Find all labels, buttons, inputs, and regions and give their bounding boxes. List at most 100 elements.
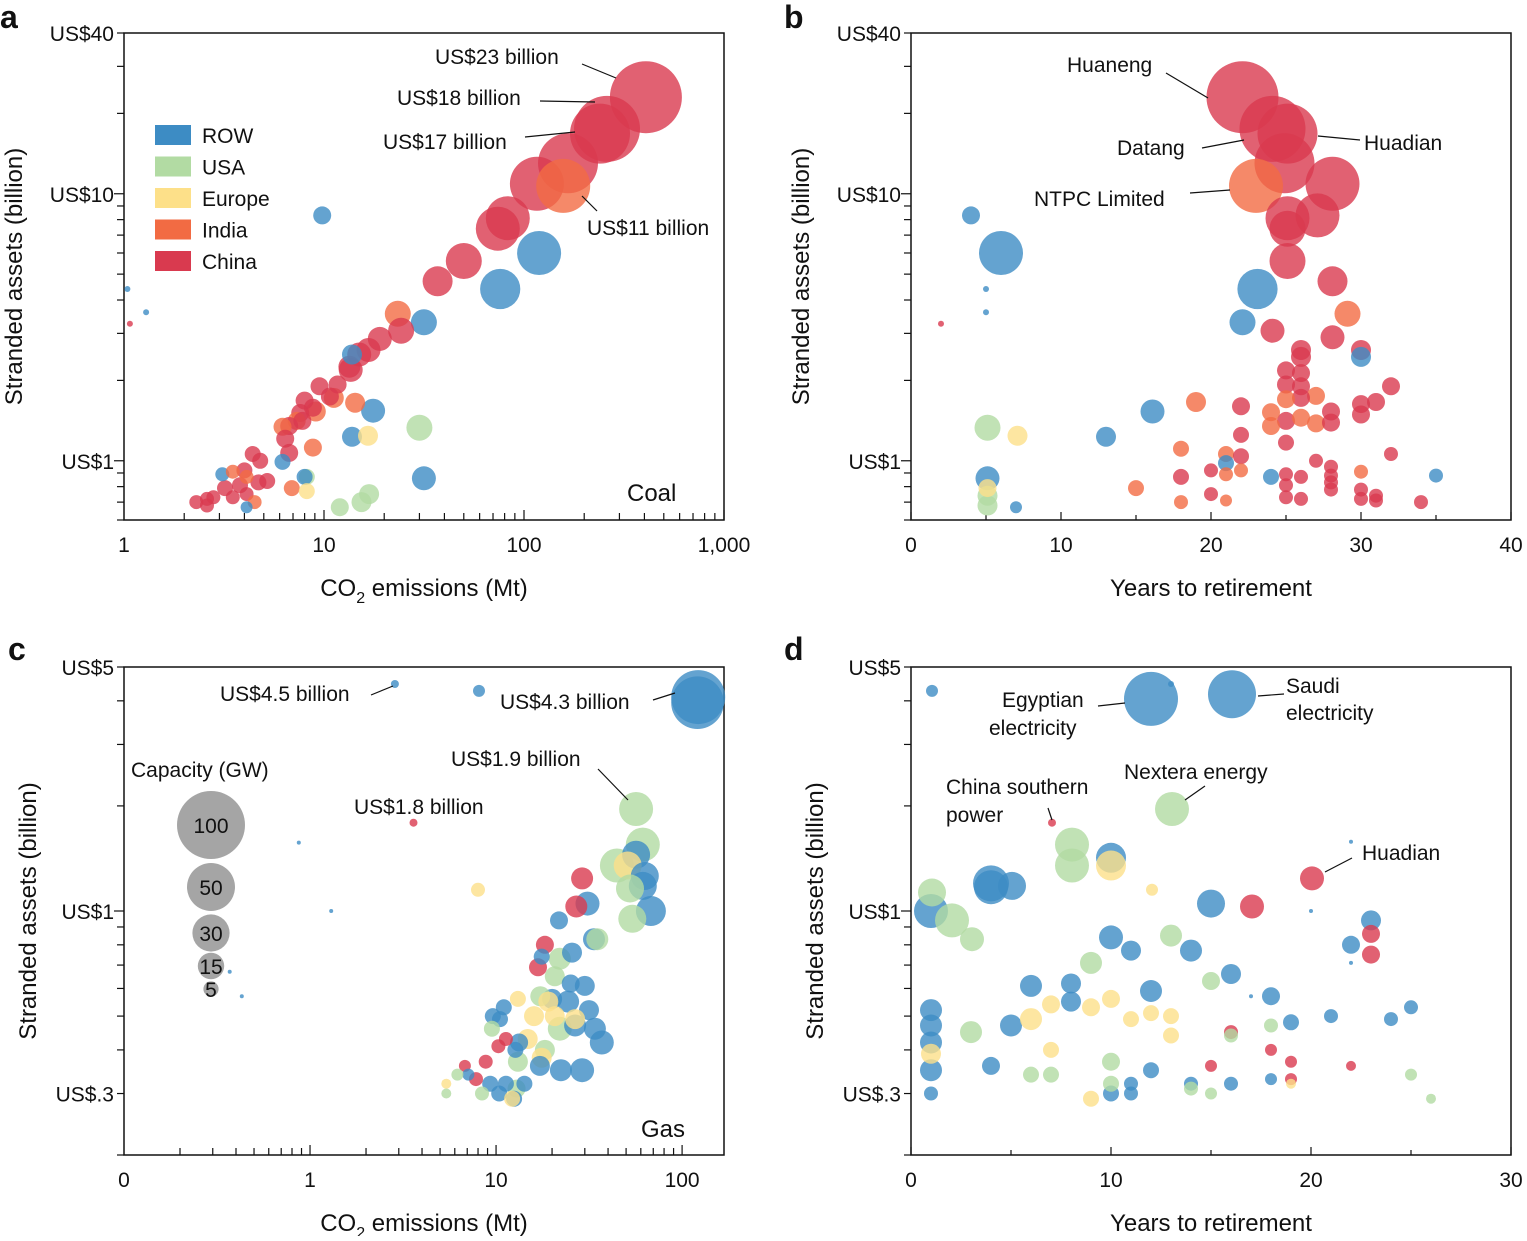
point-row xyxy=(1283,1014,1299,1031)
point-row xyxy=(1351,346,1371,367)
point-row xyxy=(1324,1009,1338,1024)
x-axis-title: Years to retirement xyxy=(1110,1210,1312,1236)
point-usa xyxy=(960,1021,982,1044)
x-tick-label: 40 xyxy=(1499,534,1522,557)
point-usa xyxy=(1405,1068,1417,1081)
point-row xyxy=(313,206,332,225)
point-china xyxy=(565,895,588,918)
point-row xyxy=(1124,1086,1138,1101)
point-row xyxy=(974,870,1008,905)
point-row xyxy=(296,840,301,845)
point-india xyxy=(1277,390,1295,409)
x-tick-label: 20 xyxy=(1199,534,1222,557)
point-usa xyxy=(935,903,969,938)
point-china xyxy=(1294,469,1308,484)
point-india xyxy=(1174,495,1188,510)
point-row xyxy=(1168,681,1174,687)
capacity-legend: Capacity (GW) 100 50 30 155 xyxy=(131,759,269,1002)
x-tick-label: 1,000 xyxy=(698,534,751,557)
point-row xyxy=(462,1068,475,1081)
point-china xyxy=(1291,346,1311,367)
point-row xyxy=(227,969,232,974)
point-china xyxy=(1362,945,1380,964)
points xyxy=(227,670,726,1107)
point-usa xyxy=(544,966,565,987)
capacity-legend-value: 100 xyxy=(193,815,228,838)
point-india xyxy=(1186,392,1206,412)
y-axis-title: Stranded assets (billion) xyxy=(15,782,42,1039)
point-china xyxy=(1278,434,1294,451)
point-row xyxy=(411,466,436,491)
point-row xyxy=(296,468,313,485)
capacity-legend-circle xyxy=(192,914,230,952)
point-row xyxy=(920,999,942,1022)
point-india xyxy=(1229,158,1283,213)
annotation-label: Datang xyxy=(1117,137,1185,160)
annotation-label: US$18 billion xyxy=(397,87,521,110)
point-row xyxy=(1237,268,1278,310)
y-tick-label: US$10 xyxy=(837,184,901,207)
point-china xyxy=(475,206,520,251)
annotation-label: US$1.8 billion xyxy=(354,796,484,819)
x-tick-label: 10 xyxy=(1049,534,1072,557)
point-row xyxy=(342,426,362,447)
point-china xyxy=(571,867,594,890)
legend-label: Europe xyxy=(202,188,270,211)
point-china xyxy=(1292,388,1310,407)
point-row xyxy=(920,1059,942,1082)
point-china xyxy=(491,1039,506,1054)
point-row xyxy=(239,994,244,999)
point-india xyxy=(1334,300,1361,327)
point-usa xyxy=(483,1020,500,1037)
annotation-label: US$4.5 billion xyxy=(220,683,350,706)
point-china xyxy=(1048,818,1056,827)
point-row xyxy=(983,309,989,316)
point-china xyxy=(1294,491,1308,506)
annotation-leader xyxy=(652,692,676,701)
point-usa xyxy=(1224,1028,1238,1043)
point-china xyxy=(388,317,415,344)
annotation-label: US$17 billion xyxy=(383,131,507,154)
point-row xyxy=(143,309,150,316)
point-china xyxy=(1279,467,1293,482)
point-row xyxy=(1384,1012,1398,1027)
legend-swatch-usa xyxy=(155,156,191,177)
point-usa xyxy=(960,927,984,952)
panel-letter: a xyxy=(0,0,18,35)
point-row xyxy=(926,684,938,697)
annotation-leader xyxy=(524,131,576,138)
point-row xyxy=(550,911,568,930)
point-row xyxy=(1143,1062,1159,1079)
point-india xyxy=(345,392,366,413)
annotation-label: US$1.9 billion xyxy=(451,748,581,771)
point-china xyxy=(409,818,418,827)
points xyxy=(938,61,1443,516)
point-row xyxy=(1124,671,1178,726)
point-row xyxy=(562,942,582,963)
point-row xyxy=(342,344,362,365)
annotation-label: China southern xyxy=(946,776,1088,799)
point-usa xyxy=(451,1068,464,1081)
point-usa xyxy=(974,414,1001,441)
point-row xyxy=(982,1056,1000,1075)
point-china xyxy=(1352,405,1370,424)
point-row xyxy=(561,974,580,993)
point-china xyxy=(1232,397,1250,416)
point-india xyxy=(1220,494,1232,507)
capacity-legend-circle xyxy=(187,863,235,911)
point-usa xyxy=(351,492,372,513)
point-china xyxy=(445,243,482,279)
point-india xyxy=(1307,414,1325,433)
point-usa xyxy=(1426,1093,1436,1104)
annotation-label: US$23 billion xyxy=(435,46,559,69)
point-china xyxy=(1277,361,1295,380)
point-europe xyxy=(504,1090,521,1107)
point-china xyxy=(1322,413,1340,432)
point-row xyxy=(962,206,980,225)
legend-swatch-india xyxy=(155,219,191,240)
point-usa xyxy=(1184,1081,1198,1096)
annotation-leader xyxy=(1165,72,1209,99)
point-china xyxy=(1277,375,1295,394)
point-europe xyxy=(1163,1027,1179,1044)
x-tick-label: 0 xyxy=(905,534,917,557)
